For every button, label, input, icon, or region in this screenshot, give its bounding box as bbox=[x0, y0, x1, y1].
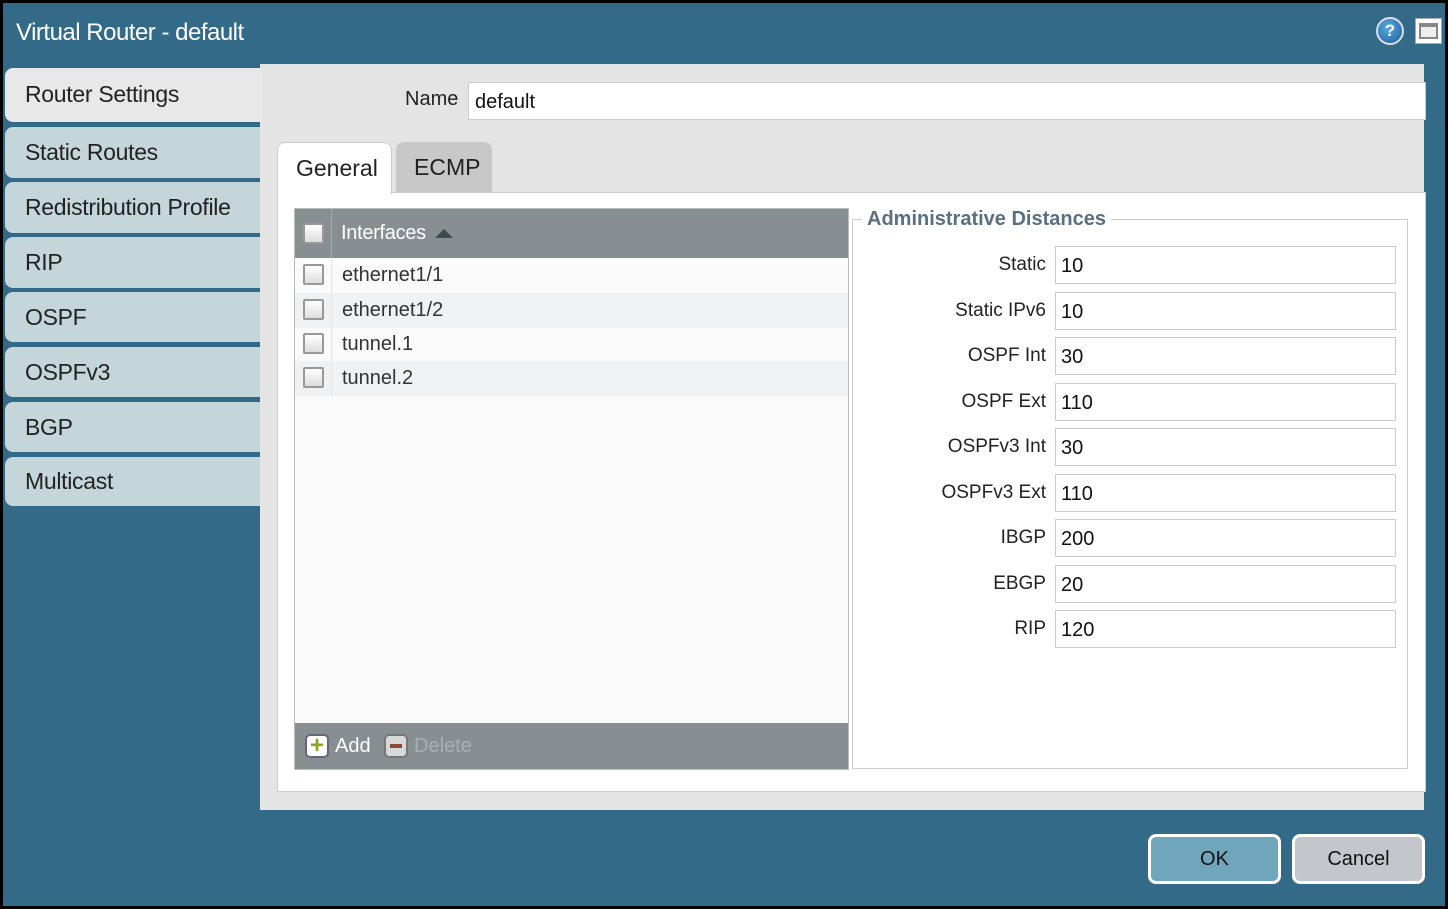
cancel-button[interactable]: Cancel bbox=[1292, 834, 1425, 884]
delete-icon bbox=[384, 734, 408, 758]
static-input[interactable]: 10 bbox=[1055, 246, 1396, 284]
ospfv3-int-label: OSPFv3 Int bbox=[947, 436, 1046, 457]
table-row[interactable]: ethernet1/1 bbox=[295, 258, 848, 293]
ospfv3-ext-input[interactable]: 110 bbox=[1055, 474, 1396, 512]
interface-name: tunnel.2 bbox=[342, 367, 414, 389]
interface-name: ethernet1/1 bbox=[342, 264, 444, 286]
table-toolbar: + Add Delete bbox=[295, 723, 848, 769]
interface-name: tunnel.1 bbox=[342, 333, 414, 355]
sidebar-item-router-settings[interactable]: Router Settings bbox=[5, 68, 262, 122]
ebgp-label: EBGP bbox=[993, 573, 1046, 594]
row-checkbox[interactable] bbox=[303, 299, 324, 320]
sidebar-item-ospfv3[interactable]: OSPFv3 bbox=[5, 347, 260, 397]
sidebar-item-bgp[interactable]: BGP bbox=[5, 402, 260, 452]
ibgp-input[interactable]: 200 bbox=[1055, 519, 1396, 557]
rip-input[interactable]: 120 bbox=[1055, 610, 1396, 648]
table-header: Interfaces bbox=[295, 209, 848, 258]
tab-general[interactable]: General bbox=[277, 142, 392, 194]
static-label: Static bbox=[998, 254, 1046, 275]
row-checkbox[interactable] bbox=[303, 333, 324, 354]
sidebar-item-multicast[interactable]: Multicast bbox=[5, 457, 260, 506]
admin-distances-group bbox=[852, 219, 1408, 769]
ospf-int-label: OSPF Int bbox=[967, 345, 1046, 366]
interfaces-table: Interfaces ethernet1/1 ethernet1/2 tunne… bbox=[294, 208, 849, 770]
row-checkbox[interactable] bbox=[303, 264, 324, 285]
ospfv3-ext-label: OSPFv3 Ext bbox=[941, 482, 1046, 503]
table-row[interactable]: ethernet1/2 bbox=[295, 293, 848, 328]
maximize-icon[interactable] bbox=[1415, 18, 1442, 44]
ibgp-label: IBGP bbox=[1000, 527, 1046, 548]
dialog-title: Virtual Router - default bbox=[16, 19, 244, 46]
select-all-checkbox[interactable] bbox=[303, 223, 324, 244]
ospf-ext-input[interactable]: 110 bbox=[1055, 383, 1396, 421]
sidebar-item-ospf[interactable]: OSPF bbox=[5, 292, 260, 342]
add-button[interactable]: Add bbox=[335, 735, 371, 757]
admin-distances-title: Administrative Distances bbox=[862, 208, 1111, 231]
ospfv3-int-input[interactable]: 30 bbox=[1055, 428, 1396, 466]
ospf-ext-label: OSPF Ext bbox=[961, 391, 1046, 412]
sidebar-item-static-routes[interactable]: Static Routes bbox=[5, 127, 260, 178]
static-ipv6-label: Static IPv6 bbox=[955, 300, 1046, 321]
static-ipv6-input[interactable]: 10 bbox=[1055, 292, 1396, 330]
interface-name: ethernet1/2 bbox=[342, 299, 444, 321]
ospf-int-input[interactable]: 30 bbox=[1055, 337, 1396, 375]
table-row[interactable]: tunnel.1 bbox=[295, 327, 848, 362]
ebgp-input[interactable]: 20 bbox=[1055, 565, 1396, 603]
row-checkbox[interactable] bbox=[303, 367, 324, 388]
add-icon[interactable]: + bbox=[305, 734, 329, 758]
tab-ecmp[interactable]: ECMP bbox=[396, 142, 492, 192]
delete-button: Delete bbox=[414, 735, 472, 757]
sidebar-item-redistribution-profile[interactable]: Redistribution Profile bbox=[5, 182, 260, 233]
ok-button[interactable]: OK bbox=[1148, 834, 1281, 884]
help-icon[interactable]: ? bbox=[1376, 17, 1404, 45]
rip-label: RIP bbox=[1014, 618, 1046, 639]
sidebar-item-rip[interactable]: RIP bbox=[5, 237, 260, 288]
sort-ascending-icon bbox=[435, 229, 453, 238]
interfaces-column-header[interactable]: Interfaces bbox=[341, 222, 426, 244]
name-input[interactable]: default bbox=[468, 82, 1426, 120]
table-row[interactable]: tunnel.2 bbox=[295, 361, 848, 396]
name-label: Name bbox=[405, 88, 459, 110]
